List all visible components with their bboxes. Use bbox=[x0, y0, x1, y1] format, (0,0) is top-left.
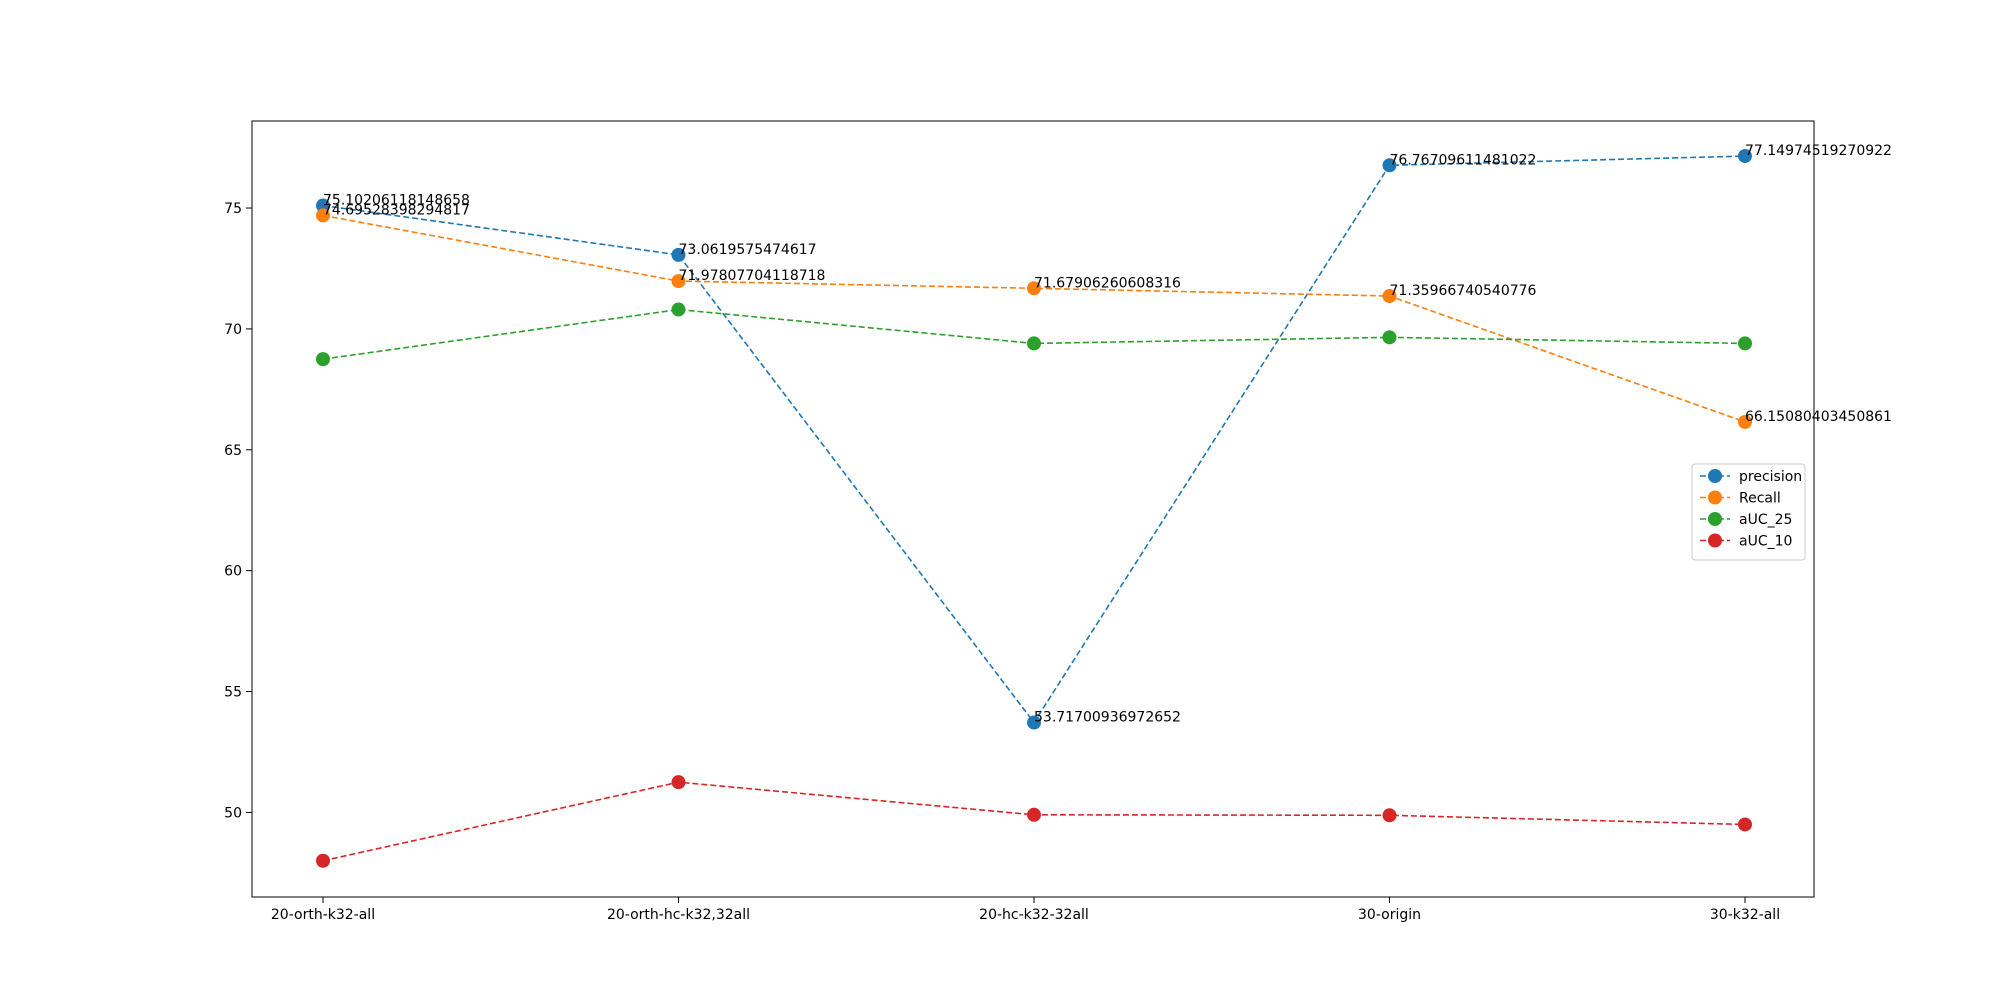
series-Recall bbox=[316, 208, 1752, 429]
legend-marker bbox=[1708, 469, 1722, 483]
series-aUC_10 bbox=[316, 775, 1752, 868]
x-tick-label: 20-orth-k32-all bbox=[271, 907, 375, 923]
data-point bbox=[1738, 336, 1752, 351]
series-aUC_25 bbox=[316, 302, 1752, 367]
legend-marker bbox=[1708, 512, 1722, 526]
data-point bbox=[1382, 808, 1397, 823]
y-tick-label: 60 bbox=[224, 564, 242, 580]
data-label: 66.15080403450861 bbox=[1745, 409, 1892, 425]
series-line bbox=[322, 214, 1746, 423]
data-label: 73.0619575474617 bbox=[679, 242, 817, 258]
legend: precision Recall aUC_25 aUC_10 bbox=[1691, 463, 1806, 561]
legend-marker bbox=[1708, 490, 1722, 505]
x-tick-label: 30-k32-all bbox=[1710, 907, 1780, 923]
data-label: 75.10206118148658 bbox=[323, 193, 470, 209]
data-point bbox=[1738, 149, 1752, 164]
legend-item-aUC_10: aUC_10 bbox=[1700, 533, 1792, 550]
x-tick-label: 20-hc-k32-32all bbox=[979, 907, 1089, 923]
data-point bbox=[316, 853, 330, 868]
data-label: 77.14974519270922 bbox=[1745, 143, 1892, 159]
data-point bbox=[1027, 715, 1041, 730]
legend-label: aUC_10 bbox=[1739, 534, 1792, 550]
plot-area bbox=[251, 120, 1815, 898]
data-point bbox=[671, 302, 686, 317]
data-label: 76.76709611481022 bbox=[1390, 152, 1537, 168]
data-point bbox=[1027, 807, 1041, 822]
data-point bbox=[1738, 414, 1752, 429]
legend-item-aUC_25: aUC_25 bbox=[1700, 512, 1792, 528]
data-point bbox=[1382, 330, 1397, 345]
legend-label: precision bbox=[1739, 469, 1802, 485]
x-tick-label: 20-orth-hc-k32,32all bbox=[607, 907, 750, 923]
data-label: 53.71700936972652 bbox=[1034, 710, 1181, 726]
y-tick-label: 55 bbox=[224, 685, 242, 701]
legend-label: Recall bbox=[1739, 491, 1781, 507]
data-label: 71.97807704118718 bbox=[679, 268, 826, 284]
legend-marker bbox=[1708, 533, 1722, 548]
data-point bbox=[671, 274, 686, 289]
data-label: 71.35966740540776 bbox=[1390, 283, 1537, 299]
data-point bbox=[1027, 281, 1041, 296]
x-tick-label: 30-origin bbox=[1358, 907, 1421, 923]
data-point bbox=[1382, 158, 1397, 173]
series-layer bbox=[316, 149, 1752, 868]
y-tick-label: 65 bbox=[224, 443, 242, 459]
data-point bbox=[1382, 289, 1397, 304]
y-axis: 50 55 60 65 70 75 bbox=[224, 201, 252, 821]
data-point bbox=[316, 198, 330, 213]
data-labels: 75.10206118148658 73.0619575474617 53.7170… bbox=[323, 143, 1892, 725]
series-precision bbox=[316, 149, 1752, 730]
data-point bbox=[1738, 817, 1752, 832]
y-tick-label: 75 bbox=[224, 201, 242, 217]
legend-item-precision: precision bbox=[1700, 469, 1802, 485]
y-tick-label: 50 bbox=[224, 805, 242, 821]
data-point bbox=[671, 247, 686, 262]
legend-label: aUC_25 bbox=[1739, 512, 1792, 528]
x-axis: 20-orth-k32-all 20-orth-hc-k32,32all 20-hc… bbox=[271, 897, 1780, 923]
data-point bbox=[316, 352, 330, 367]
data-point bbox=[316, 208, 330, 223]
data-label: 74.69528398294817 bbox=[323, 202, 470, 218]
data-point bbox=[1027, 336, 1041, 351]
data-point bbox=[671, 775, 686, 790]
legend-item-Recall: Recall bbox=[1700, 490, 1781, 507]
data-label: 71.67906260608316 bbox=[1034, 275, 1181, 291]
y-tick-label: 70 bbox=[224, 322, 242, 338]
